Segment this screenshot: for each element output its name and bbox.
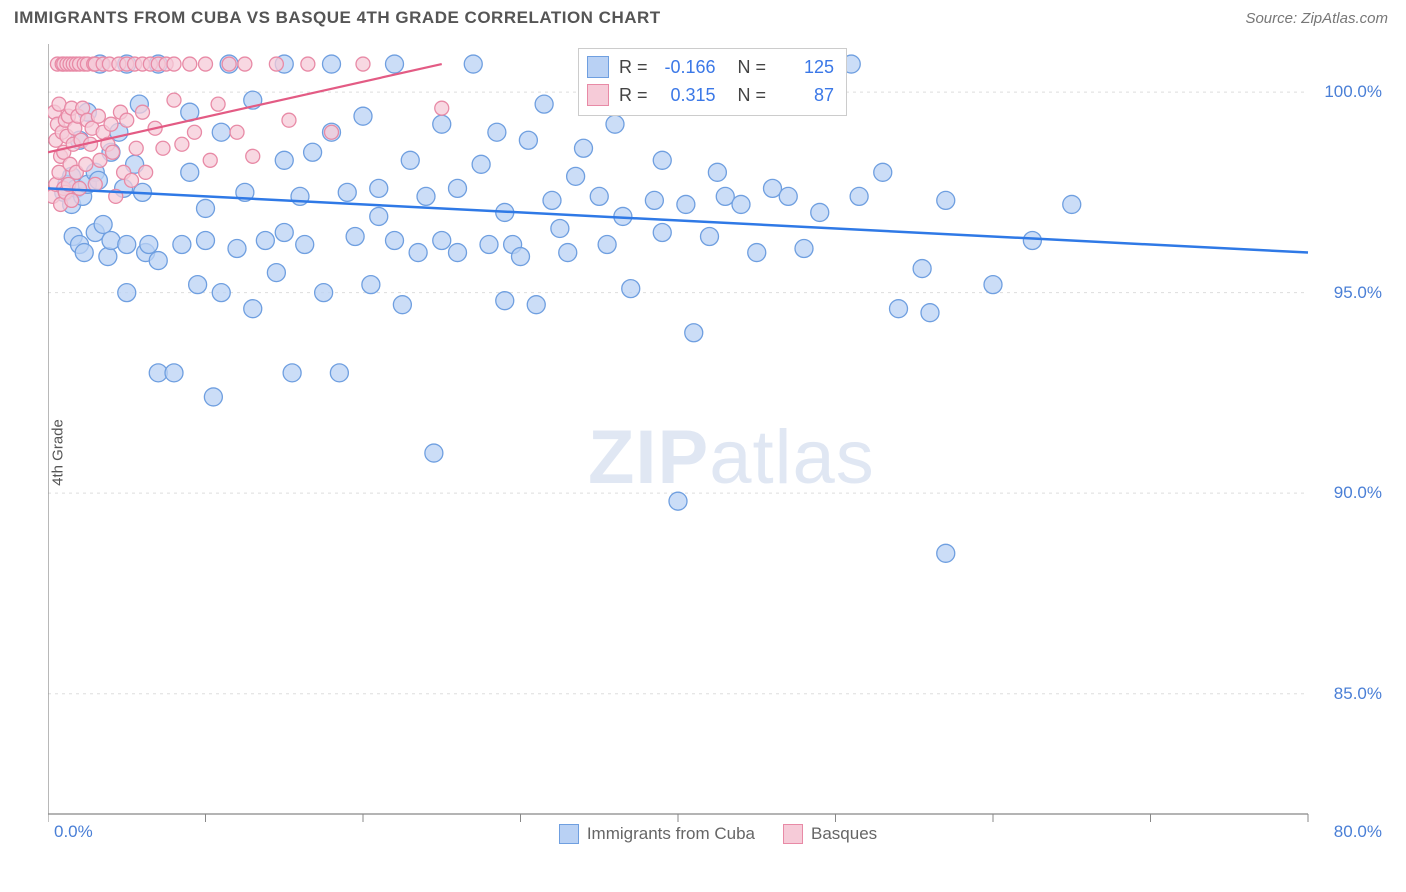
stats-n-value: 87 xyxy=(776,85,834,106)
chart-source: Source: ZipAtlas.com xyxy=(1245,10,1388,27)
stats-r-label: R = xyxy=(619,85,648,106)
chart-title: IMMIGRANTS FROM CUBA VS BASQUE 4TH GRADE… xyxy=(14,8,661,28)
swatch-icon xyxy=(559,824,579,844)
scatter-plot xyxy=(48,44,1388,844)
legend-label: Immigrants from Cuba xyxy=(587,824,755,844)
chart-header: IMMIGRANTS FROM CUBA VS BASQUE 4TH GRADE… xyxy=(0,0,1406,32)
chart-area: 4th Grade ZIPatlas R = -0.166 N = 125 R … xyxy=(48,44,1388,844)
stats-n-label: N = xyxy=(738,85,767,106)
y-tick-label: 95.0% xyxy=(1334,283,1382,303)
legend-item-basques: Basques xyxy=(783,824,877,844)
stats-r-value: 0.315 xyxy=(658,85,716,106)
legend-label: Basques xyxy=(811,824,877,844)
stats-r-label: R = xyxy=(619,57,648,78)
y-tick-label: 100.0% xyxy=(1324,82,1382,102)
y-tick-label: 90.0% xyxy=(1334,483,1382,503)
stats-n-value: 125 xyxy=(776,57,834,78)
y-tick-label: 85.0% xyxy=(1334,684,1382,704)
stats-row-cuba: R = -0.166 N = 125 xyxy=(587,53,834,81)
swatch-icon xyxy=(587,56,609,78)
swatch-icon xyxy=(783,824,803,844)
legend-bottom: Immigrants from Cuba Basques xyxy=(48,824,1388,844)
swatch-icon xyxy=(587,84,609,106)
stats-legend-box: R = -0.166 N = 125 R = 0.315 N = 87 xyxy=(578,48,847,116)
stats-n-label: N = xyxy=(738,57,767,78)
stats-r-value: -0.166 xyxy=(658,57,716,78)
legend-item-cuba: Immigrants from Cuba xyxy=(559,824,755,844)
stats-row-basques: R = 0.315 N = 87 xyxy=(587,81,834,109)
